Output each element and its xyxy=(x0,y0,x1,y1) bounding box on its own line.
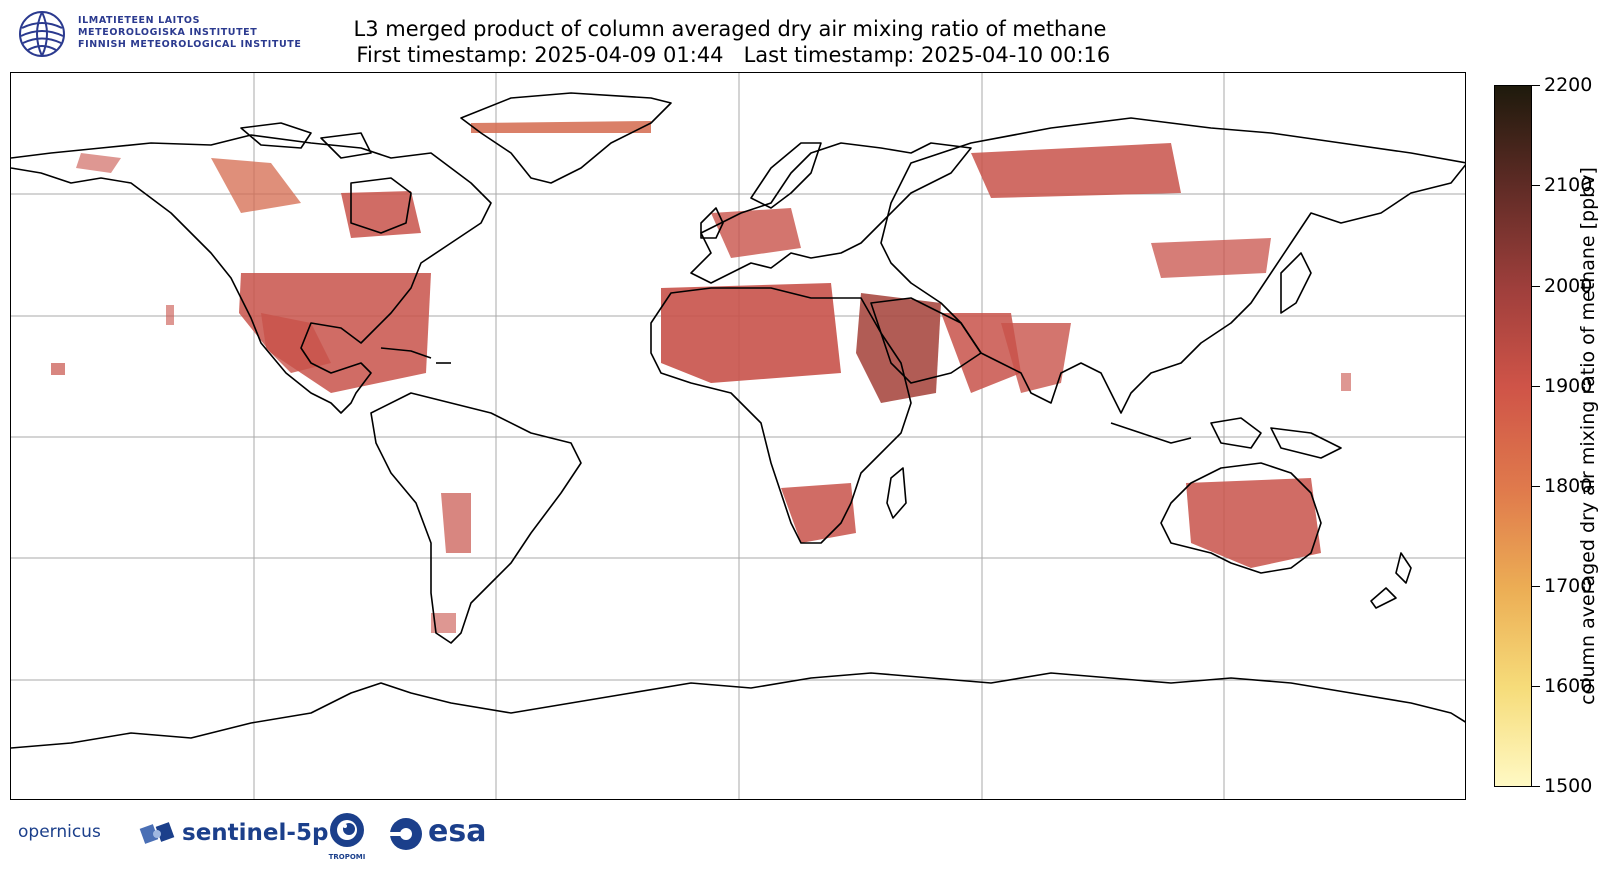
colorbar-label-2100: 2100 xyxy=(1544,174,1593,196)
fmi-name-sv: METEOROLOGISKA INSTITUTET xyxy=(78,27,258,38)
fmi-name-en: FINNISH METEOROLOGICAL INSTITUTE xyxy=(78,39,302,50)
colorbar-tick-1800 xyxy=(1532,486,1540,487)
partner-logos: opernicus sentinel-5p TROPOMI esa xyxy=(18,810,538,865)
tropomi-text: TROPOMI xyxy=(328,853,366,861)
esa-text: esa xyxy=(428,814,487,849)
map-canvas xyxy=(11,73,1465,799)
colorbar-label-1600: 1600 xyxy=(1544,675,1593,697)
colorbar-label-1800: 1800 xyxy=(1544,475,1593,497)
colorbar-label-1500: 1500 xyxy=(1544,775,1593,797)
colorbar-label-2200: 2200 xyxy=(1544,74,1593,96)
fmi-name: ILMATIETEEN LAITOS METEOROLOGISKA INSTIT… xyxy=(78,15,301,51)
title-line-1: L3 merged product of column averaged dry… xyxy=(353,17,1107,41)
tropomi-logo: TROPOMI xyxy=(328,810,366,861)
fmi-logo: ILMATIETEEN LAITOS METEOROLOGISKA INSTIT… xyxy=(18,10,318,60)
esa-emblem-icon xyxy=(390,818,422,850)
colorbar-label-2000: 2000 xyxy=(1544,275,1593,297)
fmi-name-fi: ILMATIETEEN LAITOS xyxy=(78,15,201,26)
world-map xyxy=(10,72,1466,800)
copernicus-logo: opernicus xyxy=(18,822,101,842)
methane-data xyxy=(51,121,1351,633)
esa-logo: esa xyxy=(388,814,486,856)
colorbar-tick-2000 xyxy=(1532,286,1540,287)
map-gridlines xyxy=(11,73,1465,799)
sentinel-5p-text: sentinel-5p xyxy=(182,820,329,846)
colorbar-tick-2200 xyxy=(1532,85,1540,86)
colorbar-tick-2100 xyxy=(1532,185,1540,186)
colorbar-tick-1700 xyxy=(1532,586,1540,587)
coastlines xyxy=(11,92,1465,749)
copernicus-logo-text: opernicus xyxy=(18,822,101,842)
colorbar-label-1900: 1900 xyxy=(1544,375,1593,397)
satellite-icon xyxy=(139,822,175,844)
colorbar-tick-1500 xyxy=(1532,786,1540,787)
colorbar-gradient xyxy=(1494,85,1532,787)
colorbar-title: column averaged dry air mixing ratio of … xyxy=(1577,167,1599,705)
tropomi-eye-icon xyxy=(330,813,364,847)
title-line-2: First timestamp: 2025-04-09 01:44 Last t… xyxy=(349,43,1111,67)
fmi-globe-icon xyxy=(19,11,65,57)
map-title: L3 merged product of column averaged dry… xyxy=(300,16,1160,68)
colorbar-tick-1900 xyxy=(1532,386,1540,387)
colorbar-tick-1600 xyxy=(1532,686,1540,687)
colorbar-label-1700: 1700 xyxy=(1544,575,1593,597)
sentinel-5p-logo: sentinel-5p xyxy=(138,814,328,858)
